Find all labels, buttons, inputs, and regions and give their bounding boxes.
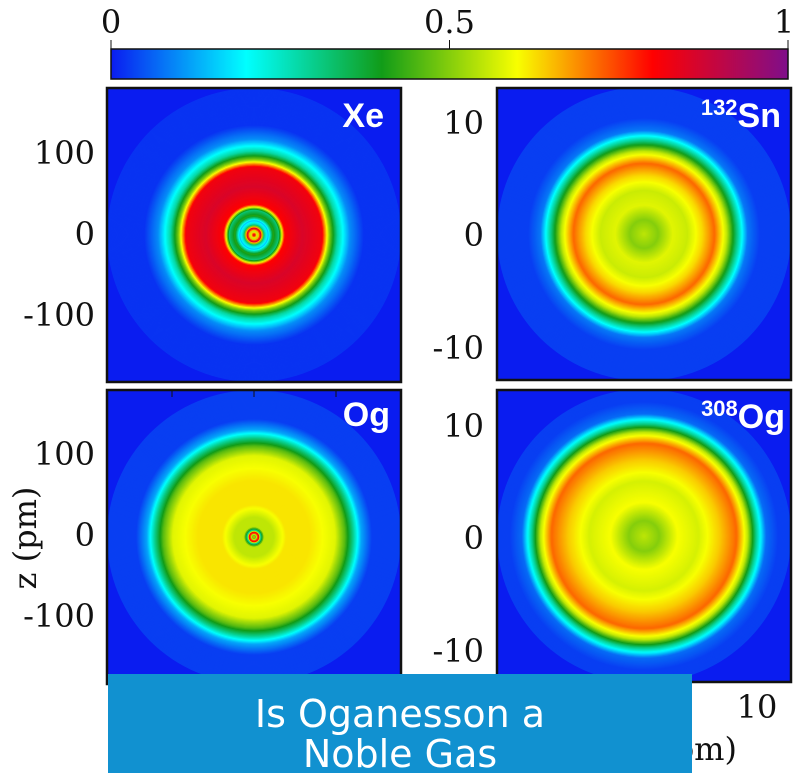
panel-sn132-ytick-10: 10 bbox=[443, 104, 484, 142]
title-banner: Is Oganesson a Noble Gas bbox=[108, 674, 692, 773]
colorbar-tick-label-05: 0.5 bbox=[424, 3, 475, 41]
panel-og-ytick-100: 100 bbox=[34, 435, 95, 473]
panel-og308-ytick-neg10: -10 bbox=[432, 632, 484, 670]
panel-og-ytick-neg100: -100 bbox=[23, 597, 95, 635]
panel-sn132: 132Sn 10 0 -10 bbox=[432, 86, 793, 382]
panel-og308-xtick-10: 10 bbox=[737, 688, 778, 726]
panel-og-ytick-0: 0 bbox=[75, 516, 95, 554]
panel-og308-label-main: Og bbox=[738, 398, 785, 436]
density-ring bbox=[642, 534, 646, 538]
panel-og-density-rings bbox=[107, 390, 401, 684]
panel-og308: 308Og 10 0 -10 10 bbox=[432, 388, 793, 726]
panel-xe-ytick-100: 100 bbox=[34, 134, 95, 172]
banner-title: Is Oganesson a Noble Gas bbox=[254, 692, 546, 773]
panel-xe-ytick-0: 0 bbox=[75, 215, 95, 253]
density-ring bbox=[252, 233, 256, 237]
panel-og308-density-rings bbox=[497, 390, 791, 682]
panel-xe: Xe 100 0 -100 bbox=[23, 86, 403, 384]
colorbar-tick-label-0: 0 bbox=[101, 3, 121, 41]
panel-og308-label: 308Og bbox=[701, 396, 785, 436]
panel-og-label-main: Og bbox=[343, 396, 390, 434]
panel-og308-ytick-10: 10 bbox=[443, 407, 484, 445]
panel-sn132-label-sup: 132 bbox=[701, 95, 738, 120]
panel-og: Og 100 0 -100 bbox=[23, 388, 403, 686]
panel-xe-frame bbox=[105, 86, 403, 384]
panel-og-label: Og bbox=[343, 396, 390, 434]
density-ring bbox=[252, 535, 256, 539]
panel-sn132-ytick-0: 0 bbox=[464, 216, 484, 254]
panel-og308-ytick-0: 0 bbox=[464, 519, 484, 557]
panel-sn132-label-main: Sn bbox=[738, 97, 781, 135]
panel-sn132-ytick-neg10: -10 bbox=[432, 329, 484, 367]
panel-sn132-label: 132Sn bbox=[701, 95, 781, 135]
panel-xe-label: Xe bbox=[342, 97, 384, 135]
panel-sn132-density-rings bbox=[497, 88, 791, 380]
colorbar-bar bbox=[110, 48, 789, 80]
colorbar-tick-label-1: 1 bbox=[774, 3, 794, 41]
colorbar: 0 0.5 1 bbox=[101, 3, 794, 80]
panel-og308-label-sup: 308 bbox=[701, 396, 738, 421]
y-axis-label: z (pm) bbox=[6, 487, 44, 590]
panel-xe-label-main: Xe bbox=[342, 97, 384, 135]
panel-xe-ytick-neg100: -100 bbox=[23, 296, 95, 334]
panel-xe-density-rings bbox=[107, 88, 401, 382]
panel-sn132-frame bbox=[495, 86, 793, 382]
density-ring bbox=[642, 232, 646, 236]
